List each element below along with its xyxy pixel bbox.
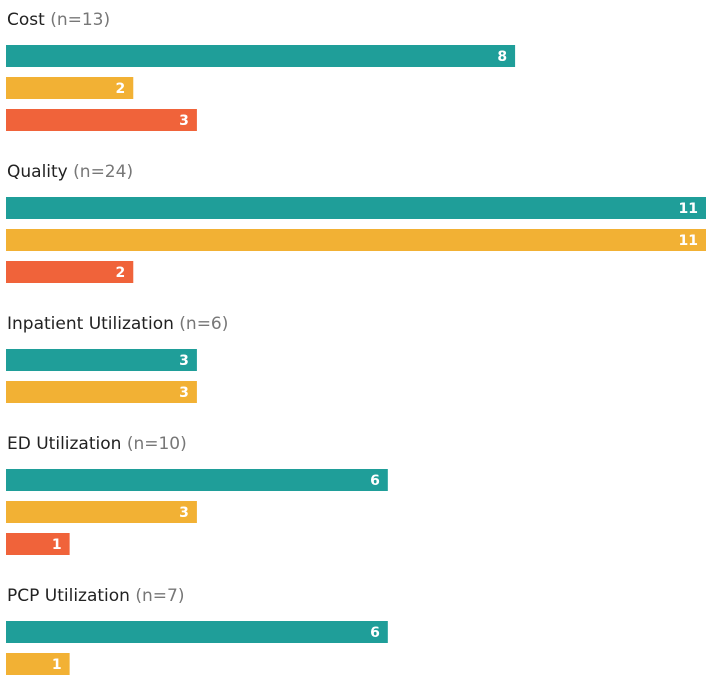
group-name: ED Utilization: [7, 434, 121, 454]
value-label: 2: [116, 81, 126, 97]
bar: [6, 501, 197, 523]
bar: [6, 77, 134, 99]
bar: [6, 381, 197, 403]
value-label: 1: [52, 657, 62, 673]
group-name: Quality: [7, 162, 68, 182]
group-n: (n=10): [127, 434, 187, 454]
value-label: 8: [497, 49, 507, 65]
value-label: 6: [370, 625, 380, 641]
group-n: (n=6): [179, 314, 228, 334]
bar: [6, 621, 388, 643]
value-label: 3: [179, 353, 189, 369]
value-label: 3: [179, 113, 189, 129]
group-n: (n=13): [50, 10, 110, 30]
bar: [6, 469, 388, 491]
value-label: 1: [52, 537, 62, 553]
value-label: 3: [179, 505, 189, 521]
value-label: 3: [179, 385, 189, 401]
group-title: Quality (n=24): [7, 162, 133, 182]
bar: [6, 109, 197, 131]
value-label: 11: [679, 201, 698, 217]
bar: [6, 197, 706, 219]
value-label: 2: [116, 265, 126, 281]
bar: [6, 349, 197, 371]
group-title: PCP Utilization (n=7): [7, 586, 184, 606]
group-name: Inpatient Utilization: [7, 314, 174, 334]
group-title: ED Utilization (n=10): [7, 434, 187, 454]
group-title: Cost (n=13): [7, 10, 110, 30]
group-n: (n=24): [73, 162, 133, 182]
bar: [6, 653, 70, 675]
value-label: 6: [370, 473, 380, 489]
bar: [6, 45, 516, 67]
bar: [6, 533, 70, 555]
group-name: Cost: [7, 10, 45, 30]
group-name: PCP Utilization: [7, 586, 130, 606]
bar: [6, 229, 706, 251]
group-title: Inpatient Utilization (n=6): [7, 314, 228, 334]
group-n: (n=7): [135, 586, 184, 606]
bar: [6, 261, 134, 283]
value-label: 11: [679, 233, 698, 249]
